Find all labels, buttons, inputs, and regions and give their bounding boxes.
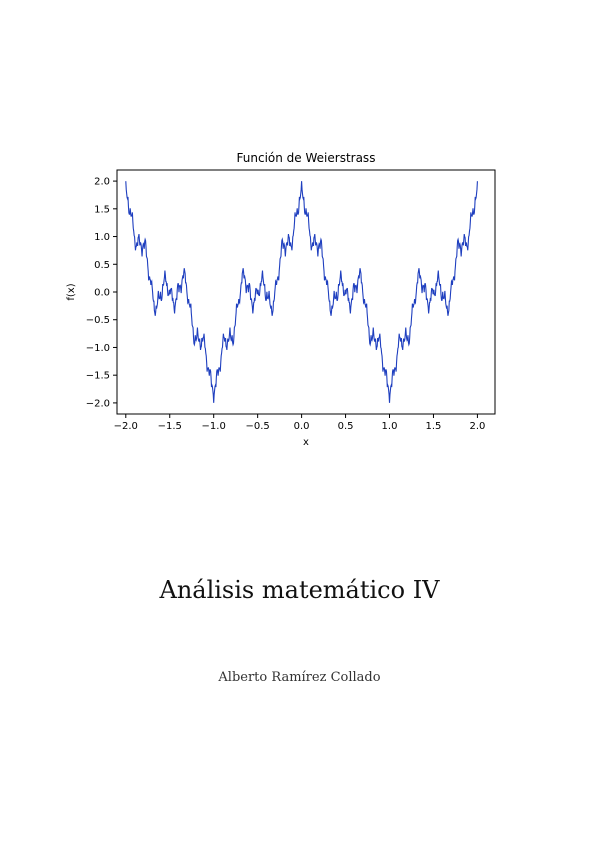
y-tick-label: −0.5 bbox=[86, 315, 110, 326]
x-tick-label: −1.5 bbox=[158, 421, 182, 432]
x-tick-label: −0.5 bbox=[246, 421, 270, 432]
x-tick-label: −2.0 bbox=[114, 421, 138, 432]
series-line-weierstrass bbox=[125, 181, 478, 403]
y-axis-label: f(x) bbox=[66, 283, 77, 300]
y-tick-label: −2.0 bbox=[86, 398, 110, 409]
x-tick-label: 2.0 bbox=[469, 421, 485, 432]
y-tick-label: 2.0 bbox=[94, 177, 110, 188]
y-axis: −2.0 −1.5 −1.0 −0.5 0.0 0.5 1.0 1.5 2.0 bbox=[86, 177, 117, 409]
x-tick-label: 0.5 bbox=[338, 421, 354, 432]
y-tick-label: 1.5 bbox=[94, 204, 110, 215]
x-tick-label: 1.0 bbox=[382, 421, 398, 432]
document-author: Alberto Ramírez Collado bbox=[218, 670, 381, 685]
y-tick-label: 1.0 bbox=[94, 232, 110, 243]
chart-svg: Función de Weierstrass −2.0 −1.5 −1.0 −0.5 0… bbox=[66, 151, 496, 448]
y-tick-label: 0.5 bbox=[94, 260, 110, 271]
y-tick-label: −1.0 bbox=[86, 343, 110, 354]
x-tick-label: 1.5 bbox=[426, 421, 442, 432]
weierstrass-figure: Función de Weierstrass −2.0 −1.5 −1.0 −0.5 0… bbox=[60, 148, 500, 453]
chart-title: Función de Weierstrass bbox=[237, 151, 376, 165]
x-tick-label: −1.0 bbox=[202, 421, 226, 432]
x-axis-label: x bbox=[303, 437, 309, 448]
y-tick-label: 0.0 bbox=[94, 288, 110, 299]
x-axis: −2.0 −1.5 −1.0 −0.5 0.0 0.5 1.0 1.5 2.0 bbox=[114, 414, 485, 432]
plot-frame bbox=[116, 169, 496, 415]
x-tick-label: 0.0 bbox=[294, 421, 310, 432]
document-title: Análisis matemático IV bbox=[159, 576, 440, 604]
y-tick-label: −1.5 bbox=[86, 371, 110, 382]
